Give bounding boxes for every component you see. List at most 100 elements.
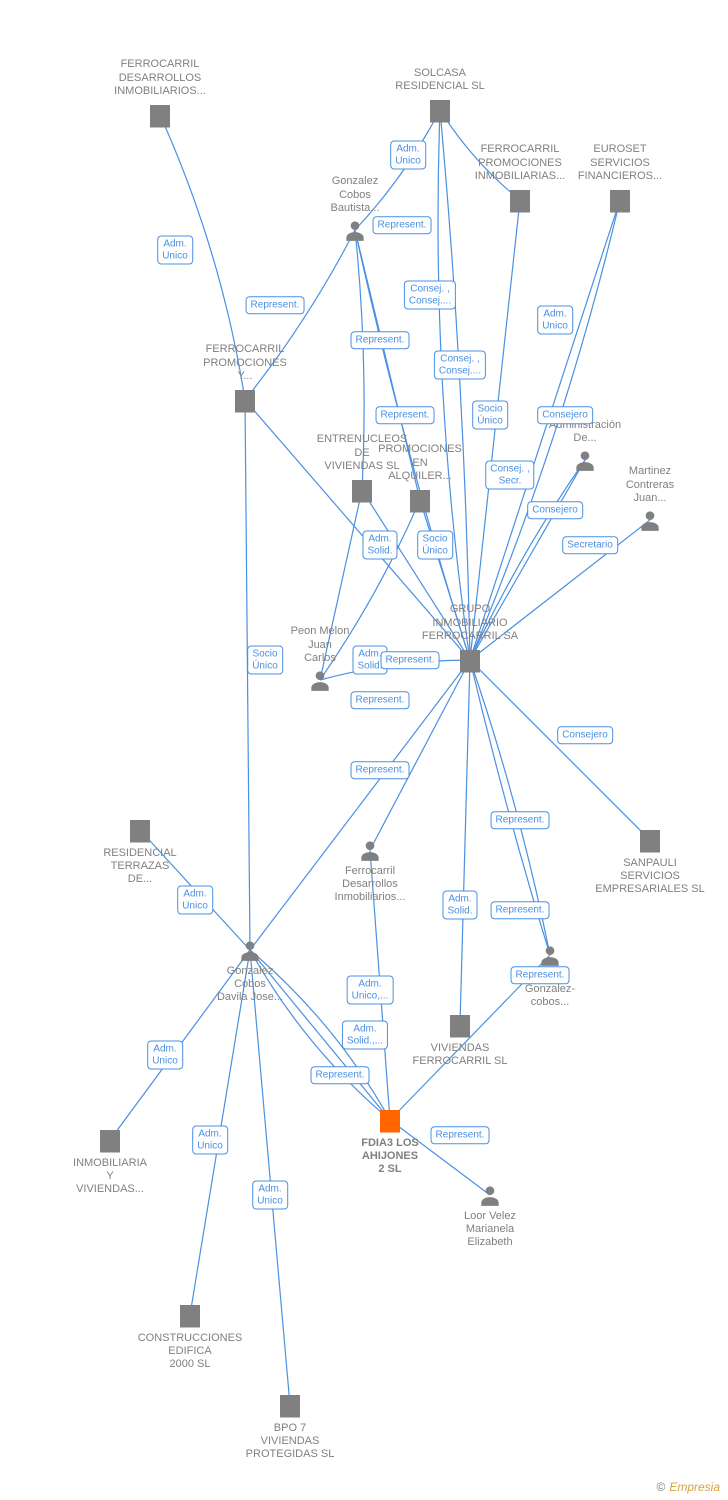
edge bbox=[440, 110, 520, 200]
edge bbox=[370, 660, 470, 850]
edge bbox=[160, 115, 245, 400]
node-ferro_desarrollos_top[interactable]: FERROCARRIL DESARROLLOS INMOBILIARIOS... bbox=[90, 58, 230, 130]
edge bbox=[470, 460, 585, 660]
edge-label: Consejero bbox=[557, 726, 613, 744]
node-martinez[interactable]: Martinez Contreras Juan... bbox=[580, 465, 720, 533]
building-icon bbox=[505, 185, 535, 215]
edge bbox=[390, 955, 550, 1120]
node-inmobiliaria_viv[interactable]: INMOBILIARIA Y VIVIENDAS... bbox=[40, 1123, 180, 1197]
node-peon[interactable]: Peon Melon Juan Carlos bbox=[250, 625, 390, 693]
person-icon bbox=[537, 942, 563, 968]
building-icon bbox=[455, 645, 485, 675]
edge bbox=[460, 660, 470, 1025]
node-label: INMOBILIARIA Y VIVIENDAS... bbox=[40, 1157, 180, 1197]
node-label: Rafael Gonzalez- cobos... bbox=[480, 970, 620, 1010]
node-construcciones[interactable]: CONSTRUCCIONES EDIFICA 2000 SL bbox=[120, 1298, 260, 1372]
edge bbox=[470, 520, 650, 660]
node-ferro_promociones_inmob[interactable]: FERROCARRIL PROMOCIONES INMOBILIARIAS... bbox=[450, 143, 590, 215]
node-label: EUROSET SERVICIOS FINANCIEROS... bbox=[550, 143, 690, 183]
edge-label: Adm. Unico bbox=[147, 1041, 183, 1070]
edge bbox=[250, 950, 390, 1120]
node-label: SOLCASA RESIDENCIAL SL bbox=[370, 67, 510, 93]
node-promociones_alquiler[interactable]: PROMOCIONES EN ALQUILER... bbox=[350, 443, 490, 515]
edge-label: Adm. Unico bbox=[537, 306, 573, 335]
edge-label: Consejero bbox=[527, 501, 583, 519]
building-icon bbox=[375, 1105, 405, 1135]
edge bbox=[190, 950, 250, 1315]
node-label: GRUPO INMOBILIARIO FERROCARRIL SA bbox=[400, 603, 540, 643]
edge bbox=[245, 230, 355, 400]
building-icon bbox=[405, 485, 435, 515]
node-label: VIVIENDAS FERROCARRIL SL bbox=[390, 1042, 530, 1068]
node-rafael[interactable]: Rafael Gonzalez- cobos... bbox=[480, 940, 620, 1010]
edge bbox=[355, 230, 470, 660]
node-sanpauli[interactable]: SANPAULI SERVICIOS EMPRESARIALES SL bbox=[580, 823, 720, 897]
node-euroset[interactable]: EUROSET SERVICIOS FINANCIEROS... bbox=[550, 143, 690, 215]
edge bbox=[250, 950, 390, 1120]
building-icon bbox=[425, 95, 455, 125]
node-fdia3[interactable]: FDIA3 LOS AHIJONES 2 SL bbox=[320, 1103, 460, 1177]
edge-label: Represent. bbox=[373, 216, 432, 234]
node-admin_de[interactable]: Administración De... bbox=[515, 419, 655, 473]
node-ferro_desarrollos_person[interactable]: Ferrocarril Desarrollos Inmobiliarios... bbox=[300, 835, 440, 905]
building-icon bbox=[230, 385, 260, 415]
node-label: Loor Velez Marianela Elizabeth bbox=[420, 1210, 560, 1250]
node-label: SANPAULI SERVICIOS EMPRESARIALES SL bbox=[580, 857, 720, 897]
node-grupo[interactable]: GRUPO INMOBILIARIO FERROCARRIL SA bbox=[400, 603, 540, 675]
edge-label: Adm. Unico bbox=[177, 886, 213, 915]
person-icon bbox=[342, 217, 368, 243]
edge-label: Represent. bbox=[246, 296, 305, 314]
person-icon bbox=[572, 447, 598, 473]
node-bpo7[interactable]: BPO 7 VIVIENDAS PROTEGIDAS SL bbox=[220, 1388, 360, 1462]
edge bbox=[250, 950, 290, 1405]
watermark: ©Empresia bbox=[656, 1480, 720, 1494]
edge bbox=[470, 200, 520, 660]
edge bbox=[250, 660, 470, 950]
node-entrenucleos[interactable]: ENTRENUCLEOS DE VIVIENDAS SL bbox=[292, 433, 432, 505]
edge-label: Represent. bbox=[381, 651, 440, 669]
node-label: Gonzalez Cobos Bautista... bbox=[285, 175, 425, 215]
edge-label: Represent. bbox=[351, 331, 410, 349]
edge-label: Adm. Solid. bbox=[352, 646, 387, 675]
node-solcasa[interactable]: SOLCASA RESIDENCIAL SL bbox=[370, 67, 510, 125]
edge-label: Represent. bbox=[311, 1066, 370, 1084]
edge-label: Secretario bbox=[562, 536, 618, 554]
building-icon bbox=[145, 100, 175, 130]
edge bbox=[470, 200, 620, 660]
person-icon bbox=[637, 507, 663, 533]
edge-label: Represent. bbox=[431, 1126, 490, 1144]
edge bbox=[440, 110, 470, 660]
edge-label: Consejero bbox=[537, 406, 593, 424]
node-label: Peon Melon Juan Carlos bbox=[250, 625, 390, 665]
edge-label: Socio Único bbox=[247, 646, 283, 675]
edge bbox=[320, 490, 362, 680]
edge bbox=[470, 660, 650, 840]
node-gonzalez_davila[interactable]: Gonzalez Cobos Davila Jose... bbox=[180, 935, 320, 1005]
edge-label: Represent. bbox=[351, 761, 410, 779]
building-icon bbox=[125, 815, 155, 845]
node-label: Gonzalez Cobos Davila Jose... bbox=[180, 965, 320, 1005]
edges-layer bbox=[0, 0, 728, 1500]
building-icon bbox=[445, 1010, 475, 1040]
edge-label: Represent. bbox=[351, 691, 410, 709]
node-viviendas_ferro[interactable]: VIVIENDAS FERROCARRIL SL bbox=[390, 1008, 530, 1068]
node-gonzalez_bautista[interactable]: Gonzalez Cobos Bautista... bbox=[285, 175, 425, 243]
edge bbox=[245, 400, 250, 950]
node-loor[interactable]: Loor Velez Marianela Elizabeth bbox=[420, 1180, 560, 1250]
person-icon bbox=[477, 1182, 503, 1208]
node-label: Martinez Contreras Juan... bbox=[580, 465, 720, 505]
edge-label: Socio Único bbox=[417, 531, 453, 560]
node-label: ENTRENUCLEOS DE VIVIENDAS SL bbox=[292, 433, 432, 473]
edge bbox=[355, 230, 364, 490]
edge bbox=[470, 200, 620, 660]
edge-label: Represent. bbox=[511, 966, 570, 984]
node-label: Administración De... bbox=[515, 419, 655, 445]
building-icon bbox=[605, 185, 635, 215]
edge bbox=[320, 660, 470, 680]
node-label: RESIDENCIAL TERRAZAS DE... bbox=[70, 847, 210, 887]
node-residencial_terrazas[interactable]: RESIDENCIAL TERRAZAS DE... bbox=[70, 813, 210, 887]
edge-label: Consej. , Consej.... bbox=[404, 281, 456, 310]
node-label: PROMOCIONES EN ALQUILER... bbox=[350, 443, 490, 483]
node-ferro_promociones_y[interactable]: FERROCARRIL PROMOCIONES Y... bbox=[175, 343, 315, 415]
edge-label: Adm. Solid.,... bbox=[342, 1021, 388, 1050]
